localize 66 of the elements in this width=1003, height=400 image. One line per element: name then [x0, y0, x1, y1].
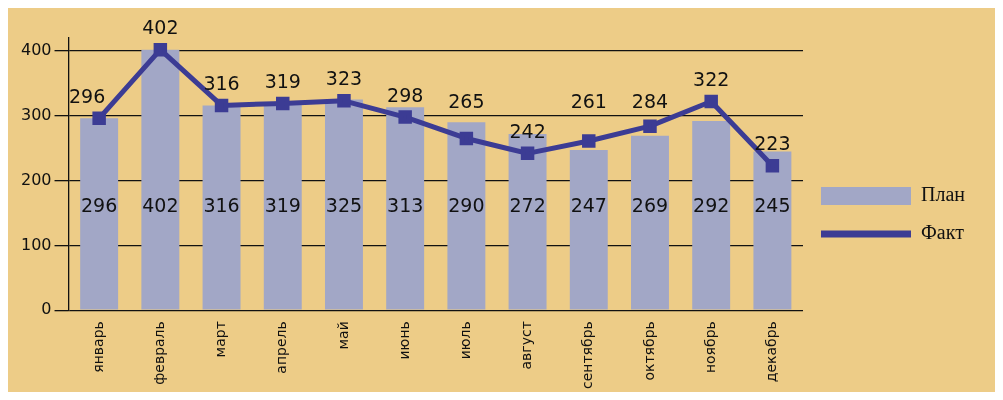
data-label: 261: [570, 90, 607, 113]
data-label: 319: [264, 69, 301, 92]
data-label: 402: [142, 193, 179, 216]
x-tick-label: март: [212, 321, 229, 358]
data-label: 292: [693, 193, 730, 216]
point: [765, 158, 780, 173]
data-label: 296: [69, 84, 106, 107]
bar: [569, 150, 608, 310]
x-tick-label: сентябрь: [579, 321, 596, 389]
point: [337, 94, 351, 108]
data-label: 325: [325, 193, 363, 216]
point: [153, 42, 168, 57]
x-tick-label: февраль: [150, 321, 167, 385]
x-tick-label: май: [334, 321, 351, 350]
data-label: 284: [631, 90, 669, 113]
data-label: 296: [81, 193, 118, 216]
data-label: 298: [387, 83, 424, 106]
data-label: 247: [570, 193, 607, 216]
point: [214, 98, 229, 113]
data-label: 313: [387, 193, 424, 216]
x-tick-label: апрель: [273, 321, 290, 374]
point: [459, 131, 474, 146]
point: [704, 94, 718, 109]
y-tick-label: 300: [20, 104, 52, 124]
x-tick-label: декабрь: [763, 321, 780, 383]
y-tick-label: 200: [20, 169, 52, 189]
bar: [80, 118, 119, 310]
bar: [263, 103, 302, 310]
x-tick-label: ноябрь: [701, 321, 718, 374]
data-label: 265: [448, 90, 485, 113]
x-tick-label: июль: [457, 321, 474, 360]
bar: [324, 99, 363, 310]
legend-label: План: [921, 183, 966, 206]
x-tick-label: январь: [89, 321, 106, 373]
bar: [631, 135, 669, 310]
x-tick-label: октябрь: [640, 321, 657, 381]
point: [276, 96, 290, 111]
bar: [692, 120, 731, 310]
y-tick-label: 400: [20, 40, 52, 60]
x-tick-label: август: [518, 321, 535, 370]
data-label: 319: [264, 193, 301, 216]
data-label: 316: [203, 71, 240, 94]
data-label: 272: [509, 193, 546, 216]
point: [582, 134, 596, 148]
data-label: 290: [448, 193, 485, 216]
data-label: 223: [754, 132, 791, 155]
data-label: 323: [325, 67, 363, 90]
data-label: 322: [693, 67, 730, 90]
y-tick-label: 0: [41, 299, 52, 319]
data-label: 242: [509, 119, 546, 142]
data-label: 269: [631, 193, 669, 216]
data-label: 402: [142, 16, 179, 39]
bar: [753, 151, 792, 310]
data-label: 245: [754, 193, 791, 216]
y-tick-label: 100: [20, 234, 52, 254]
bar: [447, 122, 486, 310]
point: [520, 146, 535, 161]
x-tick-label: июнь: [395, 321, 412, 360]
point: [398, 110, 412, 124]
bar: [202, 105, 241, 310]
point: [92, 111, 106, 126]
point: [643, 119, 657, 133]
bar: [141, 49, 180, 310]
data-label: 316: [203, 193, 240, 216]
bar: [386, 107, 425, 310]
legend-label: Факт: [921, 221, 965, 244]
